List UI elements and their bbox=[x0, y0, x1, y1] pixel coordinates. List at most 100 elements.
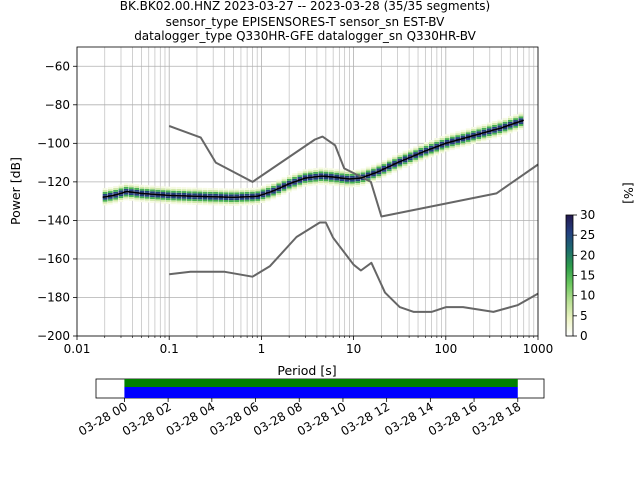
ppsd-cell bbox=[207, 193, 213, 196]
ppsd-cell bbox=[507, 131, 513, 134]
ppsd-cell bbox=[292, 182, 297, 185]
ppsd-cell bbox=[244, 201, 250, 204]
ppsd-cell bbox=[202, 189, 208, 192]
ppsd-cell bbox=[471, 140, 476, 143]
ppsd-cell bbox=[271, 197, 276, 200]
ppsd-cell bbox=[371, 174, 376, 177]
ppsd-cell bbox=[297, 171, 303, 174]
ppsd-cell bbox=[502, 121, 508, 124]
ppsd-cell bbox=[139, 186, 145, 189]
ppsd-cell bbox=[107, 189, 113, 192]
ppsd-cell bbox=[118, 199, 124, 202]
ppsd-cell bbox=[123, 194, 129, 197]
ppsd-cell bbox=[339, 169, 345, 172]
ppsd-cell bbox=[444, 147, 450, 150]
ppsd-cell bbox=[107, 193, 113, 195]
ppsd-cell bbox=[197, 189, 203, 192]
ppsd-cell bbox=[286, 178, 292, 181]
ppsd-cell bbox=[476, 131, 482, 134]
ppsd-cell bbox=[381, 165, 387, 168]
ppsd-cell bbox=[492, 126, 497, 129]
ppsd-cell bbox=[186, 197, 192, 199]
ppsd-cell bbox=[286, 174, 292, 177]
ppsd-cell bbox=[365, 170, 371, 173]
ppsd-cell bbox=[171, 196, 176, 199]
ppsd-cell bbox=[350, 185, 355, 188]
ppsd-cell bbox=[413, 150, 418, 153]
ppsd-cell bbox=[386, 159, 392, 162]
ppsd-cell bbox=[292, 178, 297, 181]
ppsd-cell bbox=[392, 159, 397, 162]
ppsd-cell bbox=[281, 179, 287, 182]
ppsd-cell bbox=[176, 187, 182, 189]
timeline-tick-label: 03-28 18 bbox=[470, 399, 524, 438]
ppsd-cell bbox=[144, 196, 150, 199]
ppsd-cell bbox=[318, 180, 324, 183]
ppsd-cell bbox=[407, 158, 413, 161]
ppsd-cell bbox=[297, 182, 303, 185]
ppsd-cell bbox=[250, 193, 255, 196]
ppsd-cell bbox=[444, 134, 450, 137]
ppsd-cell bbox=[386, 173, 392, 176]
ppsd-cell bbox=[134, 187, 140, 190]
ppsd-cell bbox=[344, 175, 350, 178]
ppsd-cell bbox=[239, 188, 245, 191]
ppsd-cell bbox=[465, 134, 471, 137]
ppsd-cell bbox=[371, 164, 376, 167]
ppsd-cell bbox=[129, 194, 134, 197]
ppsd-cell bbox=[460, 131, 466, 134]
ppsd-cell bbox=[207, 201, 213, 204]
ppsd-cell bbox=[339, 182, 345, 185]
ppsd-cell bbox=[292, 175, 297, 177]
ppsd-cell bbox=[186, 191, 192, 194]
ppsd-cell bbox=[260, 201, 266, 204]
ppsd-cell bbox=[418, 144, 424, 147]
ppsd-cell bbox=[286, 180, 292, 183]
title-line-1: BK.BK02.00.HNZ 2023-03-27 -- 2023-03-28 … bbox=[120, 0, 490, 13]
ppsd-cell bbox=[171, 200, 176, 203]
ppsd-cell bbox=[371, 170, 376, 173]
ppsd-cell bbox=[376, 168, 382, 171]
noise-model-nhnm bbox=[168, 125, 539, 218]
ppsd-cell bbox=[497, 129, 503, 132]
ppsd-cell bbox=[255, 202, 261, 205]
colorbar-tick-label: 5 bbox=[580, 309, 588, 323]
ppsd-cell bbox=[350, 183, 355, 186]
ppsd-cell bbox=[444, 149, 450, 152]
ppsd-cell bbox=[344, 170, 350, 173]
y-tick-label: −140 bbox=[37, 213, 70, 227]
ppsd-cell bbox=[155, 185, 161, 188]
ppsd-cell bbox=[276, 181, 282, 184]
ppsd-cell bbox=[476, 137, 482, 139]
ppsd-cell bbox=[244, 189, 250, 192]
ppsd-cell bbox=[434, 151, 440, 154]
ppsd-cell bbox=[360, 183, 366, 186]
x-tick-label: 10 bbox=[346, 342, 361, 356]
ppsd-cell bbox=[392, 161, 397, 163]
ppsd-cell bbox=[471, 138, 476, 141]
ppsd-cell bbox=[339, 173, 345, 176]
ppsd-cell bbox=[213, 191, 218, 194]
ppsd-cell bbox=[139, 194, 145, 197]
ppsd-cell bbox=[192, 202, 197, 205]
ppsd-cell bbox=[376, 172, 382, 175]
ppsd-cell bbox=[129, 183, 134, 186]
used-data-bar bbox=[124, 379, 518, 387]
ppsd-cell bbox=[265, 183, 271, 186]
ppsd-cell bbox=[297, 175, 303, 178]
x-tick-label: 1 bbox=[258, 342, 266, 356]
ppsd-cell bbox=[418, 147, 424, 150]
ppsd-cell bbox=[218, 199, 224, 202]
ppsd-cell bbox=[307, 168, 313, 171]
ppsd-cell bbox=[129, 198, 134, 201]
colorbar-tick-label: 20 bbox=[580, 248, 595, 262]
ppsd-cell bbox=[134, 195, 140, 198]
ppsd-cell bbox=[465, 128, 471, 131]
ppsd-cell bbox=[123, 186, 129, 189]
timeline-tick-label: 03-28 12 bbox=[338, 399, 392, 438]
ppsd-cell bbox=[118, 188, 124, 191]
ppsd-cell bbox=[181, 189, 187, 192]
ppsd-cell bbox=[155, 195, 161, 198]
ppsd-cell bbox=[386, 161, 392, 164]
ppsd-cell bbox=[481, 135, 487, 138]
